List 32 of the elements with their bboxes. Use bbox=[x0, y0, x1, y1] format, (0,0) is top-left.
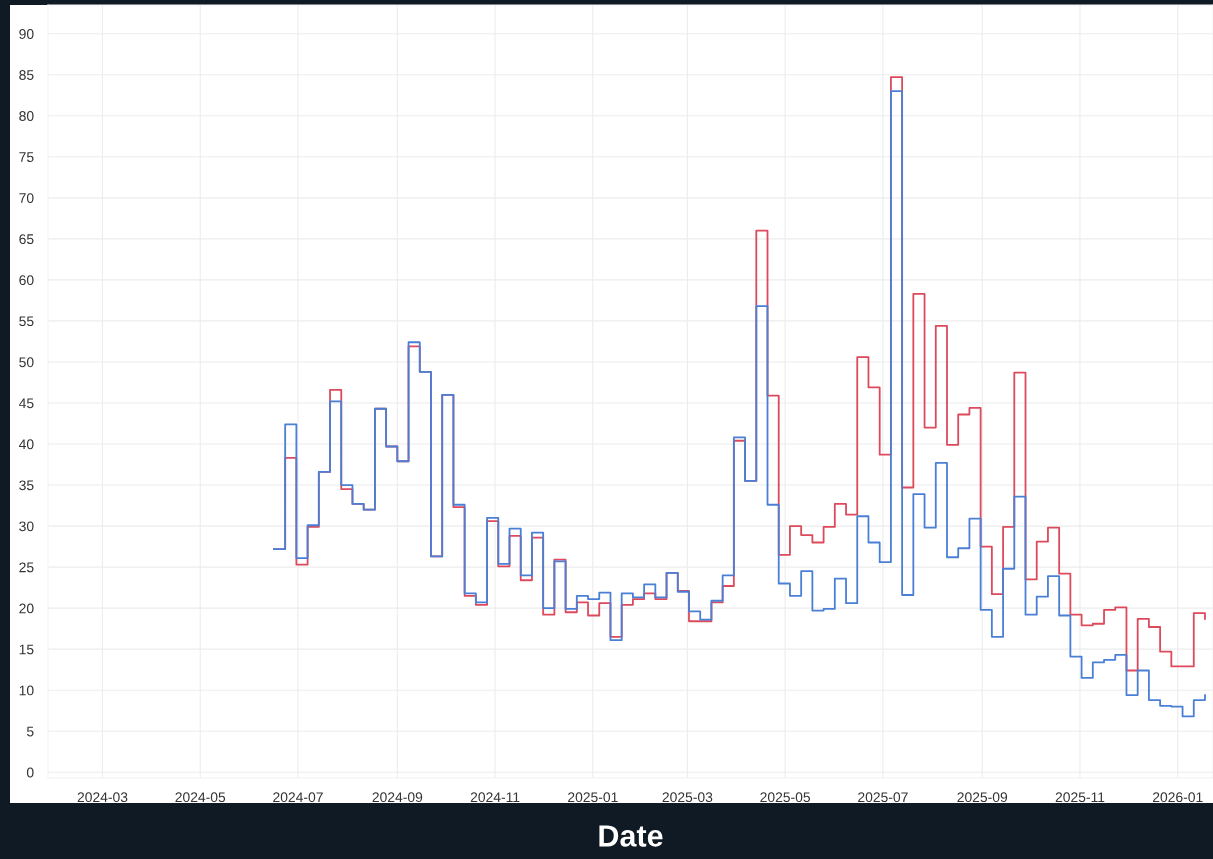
y-tick-label: 55 bbox=[19, 316, 34, 327]
y-tick-label: 10 bbox=[19, 685, 34, 696]
x-tick-label: 2025-05 bbox=[760, 792, 811, 803]
y-tick-label: 35 bbox=[19, 480, 34, 491]
y-tick-label: 90 bbox=[19, 29, 34, 39]
y-tick-label: 50 bbox=[19, 357, 34, 368]
y-tick-label: 30 bbox=[19, 521, 34, 532]
x-tick-label: 2025-09 bbox=[957, 792, 1008, 803]
x-tick-label: 2024-09 bbox=[372, 792, 423, 803]
y-tick-label: 70 bbox=[19, 193, 34, 204]
x-tick-label: 2026-01 bbox=[1152, 792, 1203, 803]
y-tick-label: 65 bbox=[19, 234, 34, 245]
x-tick-label: 2024-11 bbox=[470, 792, 520, 803]
y-tick-label: 0 bbox=[26, 767, 34, 778]
x-tick-label: 2025-01 bbox=[568, 792, 618, 803]
y-tick-label: 20 bbox=[19, 603, 34, 614]
x-tick-label: 2024-03 bbox=[77, 792, 128, 803]
y-tick-label: 5 bbox=[26, 726, 34, 737]
x-tick-label: 2024-05 bbox=[175, 792, 226, 803]
y-tick-label: 25 bbox=[19, 562, 34, 573]
y-tick-label: 75 bbox=[19, 152, 34, 162]
y-tick-label: 45 bbox=[18, 398, 34, 409]
x-tick-label: 2025-03 bbox=[662, 792, 713, 803]
y-tick-label: 60 bbox=[19, 275, 34, 286]
y-tick-label: 85 bbox=[19, 70, 34, 80]
x-tick-label: 2025-11 bbox=[1055, 792, 1105, 803]
y-tick-label: 15 bbox=[19, 644, 34, 655]
x-axis-title: Date bbox=[599, 825, 663, 847]
y-tick-label: 40 bbox=[18, 439, 34, 450]
y-tick-label: 80 bbox=[19, 111, 34, 121]
x-tick-label: 2024-07 bbox=[273, 792, 323, 803]
x-tick-label: 2025-07 bbox=[858, 792, 908, 803]
